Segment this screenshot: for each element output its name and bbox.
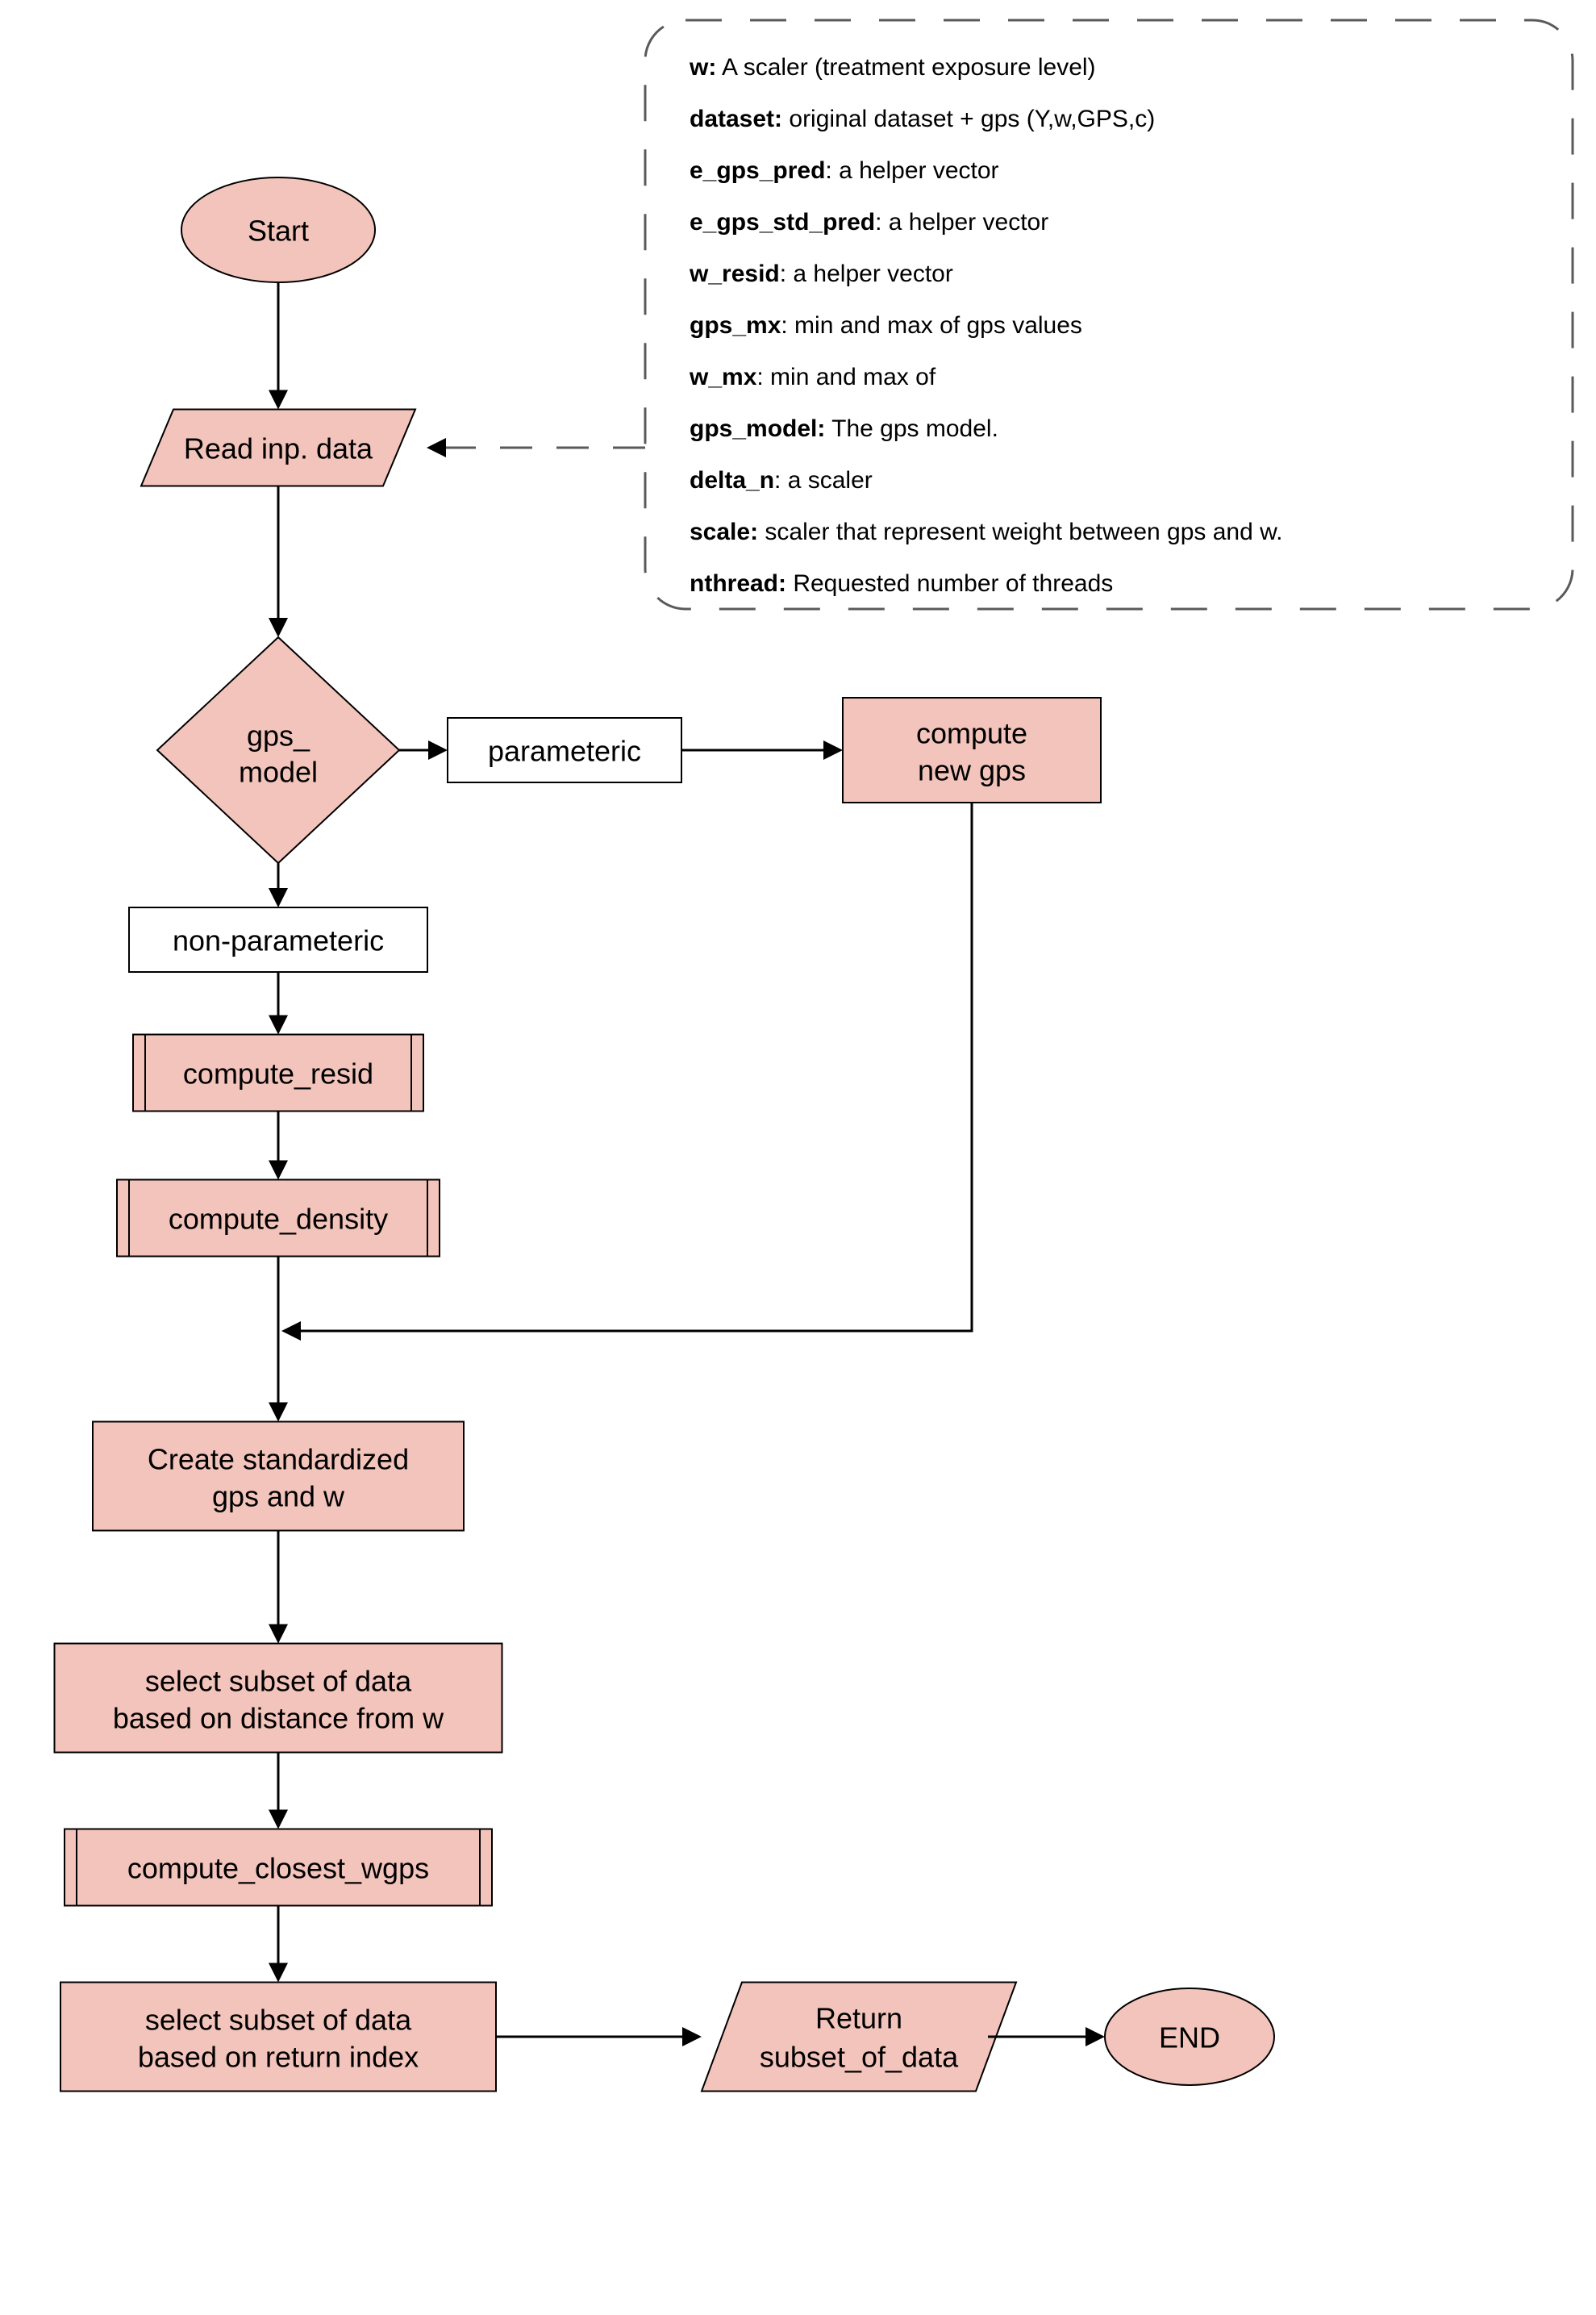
svg-text:new gps: new gps (918, 754, 1026, 787)
svg-text:compute_resid: compute_resid (183, 1057, 373, 1091)
svg-text:Return: Return (815, 2002, 902, 2035)
svg-text:END: END (1159, 2021, 1220, 2054)
legend-item: gps_mx: min and max of gps values (690, 312, 1082, 339)
svg-text:Start: Start (248, 215, 309, 248)
svg-text:based on return index: based on return index (138, 2041, 419, 2074)
svg-text:based on distance from w: based on distance from w (113, 1702, 444, 1735)
legend-item: nthread: Requested number of threads (690, 570, 1113, 597)
svg-text:model: model (239, 756, 318, 789)
svg-text:select subset of data: select subset of data (145, 1665, 412, 1698)
process-node (60, 1983, 496, 2092)
svg-text:compute_closest_wgps: compute_closest_wgps (127, 1852, 429, 1885)
svg-text:gps_: gps_ (247, 720, 310, 753)
legend-item: w: A scaler (treatment exposure level) (689, 54, 1096, 81)
svg-text:parameteric: parameteric (488, 735, 641, 768)
svg-text:Read inp. data: Read inp. data (184, 432, 373, 465)
svg-text:gps and w: gps and w (212, 1480, 345, 1513)
process-node (93, 1422, 464, 1531)
legend-item: scale: scaler that represent weight betw… (690, 519, 1282, 545)
legend-item: e_gps_pred: a helper vector (690, 157, 999, 184)
svg-text:compute_density: compute_density (169, 1203, 388, 1236)
svg-text:non-parameteric: non-parameteric (173, 924, 384, 957)
svg-text:Create standardized: Create standardized (148, 1443, 409, 1476)
process-node (55, 1644, 502, 1753)
legend-item: delta_n: a scaler (690, 467, 873, 494)
legend-item: w_mx: min and max of (689, 364, 936, 390)
legend-item: e_gps_std_pred: a helper vector (690, 209, 1048, 236)
legend-item: w_resid: a helper vector (689, 261, 953, 287)
legend-item: dataset: original dataset + gps (Y,w,GPS… (690, 106, 1155, 132)
svg-text:compute: compute (916, 717, 1027, 750)
io-node (702, 1983, 1016, 2092)
legend-item: gps_model: The gps model. (690, 415, 998, 442)
flowchart-canvas: Start Read inp. data gps_model parameteric c… (0, 0, 1596, 2315)
svg-text:subset_of_data: subset_of_data (760, 2041, 959, 2074)
svg-text:select subset of data: select subset of data (145, 2004, 412, 2037)
